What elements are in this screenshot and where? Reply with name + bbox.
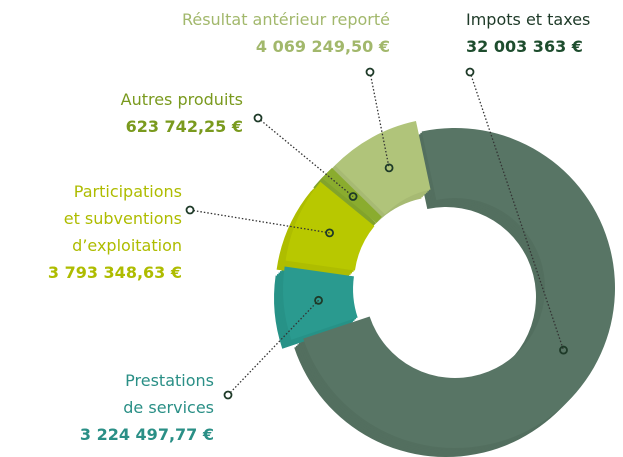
segment-label: Résultat antérieur reporté 4 069 249,50 € xyxy=(182,6,390,60)
segment xyxy=(322,167,382,223)
category-name: Participations et subventions d’exploita… xyxy=(63,182,182,255)
value-label: 3 793 348,63 € xyxy=(47,263,182,282)
value-label: 623 742,25 € xyxy=(125,117,243,136)
segment xyxy=(285,181,375,271)
segment-label: Autres produits 623 742,25 € xyxy=(121,86,243,140)
leader-end xyxy=(314,295,323,305)
leader-line xyxy=(257,117,354,197)
segment-label: Impots et taxes 32 003 363 € xyxy=(466,6,590,60)
segment xyxy=(303,128,615,449)
leader-dot xyxy=(253,113,263,123)
leader-line xyxy=(227,299,320,396)
leader-dot xyxy=(465,67,475,77)
category-name: Autres produits xyxy=(120,90,243,109)
leader-end xyxy=(325,228,334,238)
leader-end xyxy=(384,163,394,173)
value-label: 4 069 249,50 € xyxy=(255,37,390,56)
leader-end xyxy=(559,345,568,355)
category-name: Impots et taxes xyxy=(466,10,591,29)
value-label: 3 224 497,77 € xyxy=(79,425,214,444)
segment-label: Prestations de services 3 224 497,77 € xyxy=(80,367,214,448)
segment-label: Participations et subventions d’exploita… xyxy=(48,178,182,286)
category-name: Prestations de services xyxy=(123,371,214,417)
value-label: 32 003 363 € xyxy=(466,37,583,56)
leader-line xyxy=(189,209,330,234)
leader-dot xyxy=(185,205,195,215)
category-name: Résultat antérieur reporté xyxy=(181,10,390,29)
segment xyxy=(335,120,431,215)
leader-line xyxy=(369,71,390,169)
leader-end xyxy=(348,192,358,201)
leader-dot xyxy=(223,390,233,400)
leader-dot xyxy=(365,67,375,77)
